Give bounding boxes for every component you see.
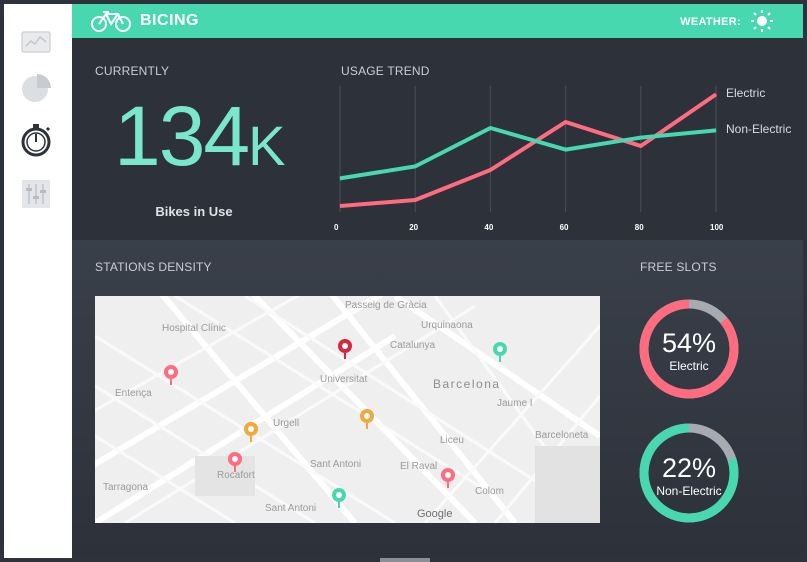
free-slots-label: FREE SLOTS — [640, 260, 717, 274]
map-district-label: Barcelona — [433, 377, 501, 391]
map-label: Entença — [115, 388, 152, 399]
usage-trend-label: USAGE TREND — [341, 64, 430, 78]
data-point — [489, 127, 491, 129]
stations-density-label: STATIONS DENSITY — [95, 260, 212, 274]
bikes-count-value: 134 — [114, 89, 250, 183]
map-label: Urgell — [273, 418, 300, 429]
header-bar: BICING WEATHER: — [72, 4, 803, 38]
x-tick-label: 0 — [334, 223, 339, 232]
map-label: El Raval — [400, 461, 438, 472]
free-slots-electric-ring — [639, 299, 739, 399]
map-label: Sant Antoni — [265, 503, 317, 514]
map-label: Catalunya — [390, 340, 436, 351]
free-slots-electric-arc — [639, 299, 739, 399]
sun-icon — [751, 10, 773, 37]
usage-trend-chart — [339, 86, 718, 212]
free-slots-electric-pct: 54% — [661, 328, 717, 358]
x-tick-label: 80 — [634, 223, 644, 232]
top-panel: CURRENTLY 134K Bikes in Use USAGE TREND … — [72, 38, 803, 240]
map-label: Colom — [475, 486, 504, 497]
x-tick-label: 20 — [409, 223, 419, 232]
map-streets — [95, 296, 600, 523]
x-tick-label: 60 — [559, 223, 569, 232]
map-label: Barceloneta — [535, 430, 589, 441]
data-point — [565, 149, 567, 151]
data-point — [640, 145, 642, 147]
map-label: Rocafort — [217, 470, 255, 481]
data-point — [640, 137, 642, 139]
data-point — [414, 165, 416, 167]
currently-label: CURRENTLY — [95, 64, 170, 78]
bottom-panel: STATIONS DENSITY — [72, 240, 803, 558]
free-slots-nonelectric-arc — [639, 423, 739, 523]
x-tick-label: 40 — [484, 223, 494, 232]
data-point — [715, 129, 717, 131]
free-slots-electric-name: Electric — [669, 359, 709, 373]
equalizer-icon[interactable] — [18, 176, 54, 212]
weather-label: WEATHER: — [680, 16, 741, 28]
map-label: Urquinaona — [421, 320, 473, 331]
map-pins — [164, 339, 507, 508]
bikes-count: 134K — [114, 94, 294, 178]
stopwatch-icon[interactable] — [18, 122, 54, 158]
pie-chart-icon[interactable] — [18, 70, 54, 106]
free-slots-nonelectric: 22% Non-Electric — [637, 453, 741, 499]
bikes-count-unit: K — [248, 114, 286, 177]
free-slots-nonelectric-ring — [639, 423, 739, 523]
free-slots-nonelectric-name: Non-Electric — [656, 484, 722, 498]
legend-entry: Non-Electric — [726, 122, 792, 137]
data-point — [489, 169, 491, 171]
sidebar — [4, 4, 72, 558]
series-line-0 — [339, 92, 718, 208]
map-label: Passeig de Gràcia — [345, 300, 427, 311]
map-label: Hospital Clínic — [162, 323, 226, 334]
free-slots-electric: 54% Electric — [637, 328, 741, 374]
map-attribution: Google — [417, 508, 453, 520]
stations-map[interactable]: Hospital Clínic Passeig de Gràcia Catalu… — [95, 296, 600, 523]
data-point — [414, 199, 416, 201]
map-label: Sant Antoni — [310, 459, 362, 470]
map-label: Jaume I — [497, 398, 533, 409]
line-chart-icon[interactable] — [18, 24, 54, 60]
series-line-1 — [339, 126, 717, 181]
free-slots-nonelectric-pct: 22% — [661, 453, 717, 483]
x-tick-label: 100 — [710, 223, 724, 232]
data-point — [565, 121, 567, 123]
app-title: BICING — [140, 12, 199, 29]
data-point — [339, 177, 341, 179]
data-point — [715, 93, 717, 95]
legend-entry: Electric — [726, 86, 766, 101]
map-label: Universitat — [320, 374, 368, 385]
horizontal-scrollbar[interactable] — [380, 558, 430, 562]
bicycle-icon — [90, 10, 132, 37]
bikes-caption: Bikes in Use — [155, 204, 233, 219]
map-label: Tarragona — [103, 482, 149, 493]
data-point — [339, 205, 341, 207]
map-label: Liceu — [440, 435, 464, 446]
